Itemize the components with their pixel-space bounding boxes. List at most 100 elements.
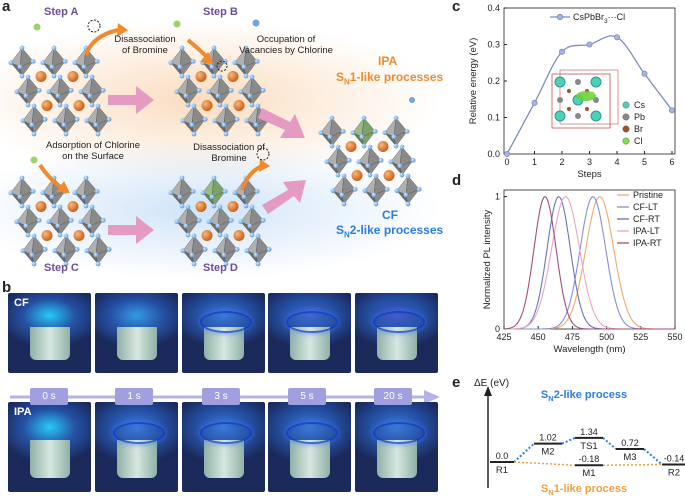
octahedron (330, 173, 358, 207)
data-point (613, 34, 620, 41)
glow-ring (286, 310, 338, 333)
cs-atom (195, 201, 207, 212)
y-axis-label: Relative energy (eV) (468, 38, 479, 125)
sn2-connector (643, 448, 663, 466)
cs-atom (351, 170, 363, 181)
x-tick-label: 4 (614, 157, 619, 167)
vacancy-circle-a (87, 19, 101, 33)
cs-atom (201, 100, 213, 111)
y-tick-label: 0 (495, 324, 500, 334)
energy-value-m1: -0.18 (579, 454, 600, 464)
glow-ring (200, 421, 252, 444)
inset-legend-dot (622, 125, 630, 133)
octahedron (388, 144, 416, 178)
cuvette (117, 439, 157, 478)
octahedron (362, 173, 390, 207)
cuvette (30, 439, 70, 478)
state-label-m2: M2 (541, 447, 554, 458)
vacancy-circle-d (256, 147, 270, 161)
octahedron (238, 204, 266, 238)
state-label-m3: M3 (623, 452, 636, 463)
ipa-photo (95, 402, 178, 492)
energy-value-m2: 1.02 (539, 433, 557, 443)
ipa-photo (8, 402, 91, 492)
arrow-head-d (259, 159, 270, 172)
octahedron (78, 74, 106, 108)
y-tick-label: 1 (495, 192, 500, 202)
sn1-process-label: SN1-like process (541, 483, 627, 496)
x-tick-label: 6 (669, 157, 674, 167)
legend-label: IPA-LT (633, 226, 660, 236)
inset-legend-label: Pb (634, 112, 645, 122)
glow-ring (286, 421, 338, 444)
step-a-label: Step A (44, 6, 79, 18)
inset-legend-dot (622, 113, 630, 121)
glow-ring (373, 310, 425, 333)
cs-atom (383, 170, 395, 181)
octahedron (206, 74, 234, 108)
cs-atom (41, 230, 53, 241)
pl-curve-ipa-rt (503, 195, 675, 330)
cs-atom (227, 201, 239, 212)
x-axis-label: Wavelength (nm) (554, 344, 626, 355)
panel-a-diagram (0, 19, 440, 280)
cs-atom (73, 230, 85, 241)
cs-atom (201, 230, 213, 241)
cs-ball (590, 76, 602, 88)
cf-title: CF (382, 208, 398, 222)
octahedron (206, 204, 234, 238)
cs-atom (345, 141, 357, 152)
octahedron (8, 45, 36, 79)
br-ball (567, 89, 571, 93)
x-tick-label: 1 (532, 157, 537, 167)
energy-axis-arrow (484, 386, 492, 396)
cs-atom (41, 100, 53, 111)
energy-diagram-e: ΔE (eV) 0.0 R1 1.02 M2 1.34 TS1 0.72 M3 -0.14 R2 -0… (474, 378, 685, 496)
glow-ring (200, 310, 252, 333)
inset-legend-label: Cs (634, 100, 645, 110)
state-label-m1: M1 (582, 468, 595, 479)
chart-d: 425 450 475 500 525 550 0 1 Wavelength (nm) Norma… (482, 189, 683, 355)
cs-atom (35, 71, 47, 82)
note-step-a: Disassociation of Bromine (114, 34, 176, 56)
cuvette (30, 326, 70, 361)
cs-atom (233, 230, 245, 241)
pb-ball (575, 79, 581, 85)
legend-label: CF-LT (633, 202, 658, 212)
x-tick-label: 425 (496, 332, 511, 342)
octahedron (84, 103, 112, 137)
octahedron (318, 115, 346, 149)
data-point (559, 48, 566, 55)
chlorine-atom-b (173, 20, 181, 28)
x-tick-label: 475 (565, 332, 580, 342)
legend-label: CsPbBr3···Cl (573, 12, 625, 25)
arrow-head-a (117, 23, 128, 37)
pb-ball (575, 113, 581, 119)
unit-cell (551, 73, 611, 129)
octahedron (350, 115, 378, 149)
ipa-process-label: SN1-like processes (336, 70, 444, 87)
energy-axis-label: ΔE (eV) (474, 378, 509, 389)
x-tick-label: 500 (599, 332, 614, 342)
data-point (531, 99, 538, 106)
x-tick-label: 450 (531, 332, 546, 342)
chlorine-atom-c (30, 156, 38, 164)
br-ball (585, 107, 589, 111)
sn2-process-label: SN2-like process (541, 389, 627, 403)
cs-atom (195, 71, 207, 82)
bromine-atom-final (409, 97, 415, 103)
octahedron (394, 173, 422, 207)
octahedron (180, 103, 208, 137)
inset-legend-label: Br (634, 124, 643, 134)
cuvette (377, 439, 417, 478)
octahedron (212, 103, 240, 137)
time-tag: 0 s (30, 388, 68, 405)
octahedron (180, 233, 208, 267)
octahedron (168, 175, 196, 209)
bromine-atom-b (252, 19, 260, 27)
note-step-c: Adsorption of Chlorine on the Surface (46, 140, 140, 162)
cs-atom (67, 71, 79, 82)
note-step-b: Occupation of Vacancies by Chlorine (239, 34, 333, 56)
ipa-photo (268, 402, 351, 492)
octahedron (232, 45, 260, 79)
